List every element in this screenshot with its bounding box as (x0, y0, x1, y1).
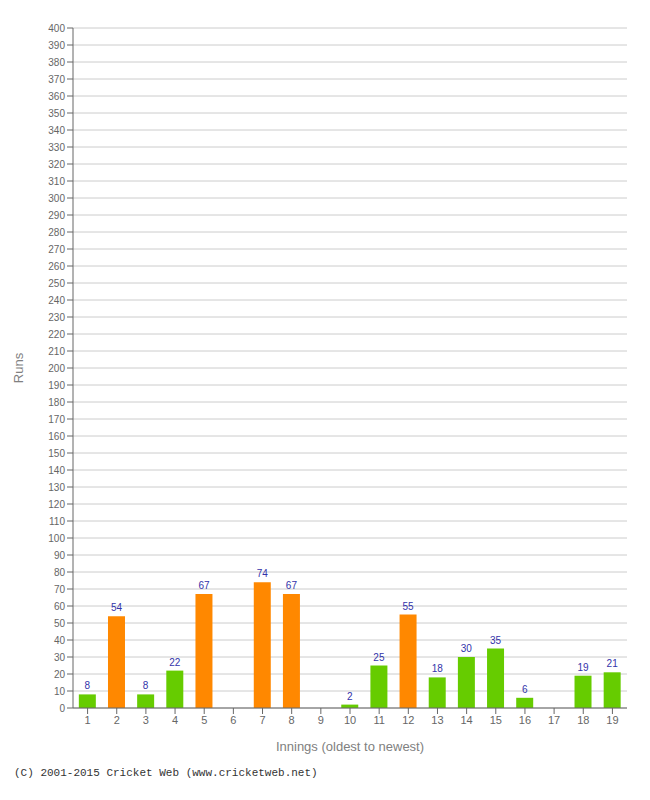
svg-text:260: 260 (48, 261, 65, 272)
svg-text:100: 100 (48, 533, 65, 544)
svg-text:210: 210 (48, 346, 65, 357)
svg-text:390: 390 (48, 40, 65, 51)
svg-text:19: 19 (577, 662, 589, 673)
svg-text:220: 220 (48, 329, 65, 340)
svg-text:18: 18 (577, 714, 589, 726)
svg-text:7: 7 (259, 714, 265, 726)
svg-text:320: 320 (48, 159, 65, 170)
svg-text:9: 9 (318, 714, 324, 726)
svg-text:330: 330 (48, 142, 65, 153)
svg-text:67: 67 (286, 580, 298, 591)
svg-text:60: 60 (54, 601, 66, 612)
svg-text:18: 18 (432, 663, 444, 674)
svg-text:13: 13 (431, 714, 443, 726)
svg-text:14: 14 (461, 714, 473, 726)
svg-text:370: 370 (48, 74, 65, 85)
svg-text:12: 12 (402, 714, 414, 726)
svg-text:50: 50 (54, 618, 66, 629)
svg-text:67: 67 (198, 580, 210, 591)
svg-text:10: 10 (344, 714, 356, 726)
svg-text:360: 360 (48, 91, 65, 102)
svg-text:130: 130 (48, 482, 65, 493)
svg-text:74: 74 (257, 568, 269, 579)
svg-text:40: 40 (54, 635, 66, 646)
svg-text:30: 30 (461, 643, 473, 654)
svg-text:300: 300 (48, 193, 65, 204)
svg-text:70: 70 (54, 584, 66, 595)
svg-text:8: 8 (143, 680, 149, 691)
svg-text:200: 200 (48, 363, 65, 374)
svg-text:0: 0 (59, 703, 65, 714)
svg-text:150: 150 (48, 448, 65, 459)
svg-text:230: 230 (48, 312, 65, 323)
svg-text:170: 170 (48, 414, 65, 425)
svg-text:22: 22 (169, 657, 181, 668)
svg-text:240: 240 (48, 295, 65, 306)
svg-text:17: 17 (548, 714, 560, 726)
svg-text:20: 20 (54, 669, 66, 680)
svg-text:280: 280 (48, 227, 65, 238)
svg-text:1: 1 (85, 714, 91, 726)
svg-text:350: 350 (48, 108, 65, 119)
svg-text:Runs: Runs (11, 352, 26, 383)
svg-text:110: 110 (49, 516, 65, 527)
svg-text:8: 8 (289, 714, 295, 726)
svg-text:3: 3 (143, 714, 149, 726)
svg-text:8: 8 (85, 680, 91, 691)
svg-text:6: 6 (230, 714, 236, 726)
html-text:(C) 2001-2015 Cricket Web (www: (C) 2001-2015 Cricket Web (www.cricketwe… (14, 767, 318, 779)
svg-text:190: 190 (48, 380, 65, 391)
svg-text:30: 30 (54, 652, 66, 663)
svg-text:16: 16 (519, 714, 531, 726)
svg-text:90: 90 (54, 550, 66, 561)
svg-text:5: 5 (201, 714, 207, 726)
svg-text:400: 400 (48, 23, 65, 34)
svg-text:270: 270 (48, 244, 65, 255)
svg-text:25: 25 (373, 652, 385, 663)
svg-text:140: 140 (48, 465, 65, 476)
svg-text:160: 160 (48, 431, 65, 442)
svg-text:10: 10 (54, 686, 66, 697)
svg-text:4: 4 (172, 714, 178, 726)
svg-text:19: 19 (606, 714, 618, 726)
svg-text:180: 180 (48, 397, 65, 408)
svg-text:11: 11 (373, 714, 384, 726)
svg-text:21: 21 (607, 658, 619, 669)
svg-text:2: 2 (347, 691, 353, 702)
svg-text:380: 380 (48, 57, 65, 68)
svg-text:250: 250 (48, 278, 65, 289)
svg-text:54: 54 (111, 602, 123, 613)
svg-text:290: 290 (48, 210, 65, 221)
svg-text:35: 35 (490, 635, 502, 646)
svg-text:2: 2 (114, 714, 120, 726)
svg-text:6: 6 (522, 684, 528, 695)
svg-text:120: 120 (48, 499, 65, 510)
svg-text:55: 55 (403, 601, 415, 612)
svg-text:310: 310 (48, 176, 65, 187)
svg-text:15: 15 (490, 714, 502, 726)
svg-text:340: 340 (48, 125, 65, 136)
svg-text:Innings (oldest to newest): Innings (oldest to newest) (276, 739, 424, 754)
svg-text:80: 80 (54, 567, 66, 578)
